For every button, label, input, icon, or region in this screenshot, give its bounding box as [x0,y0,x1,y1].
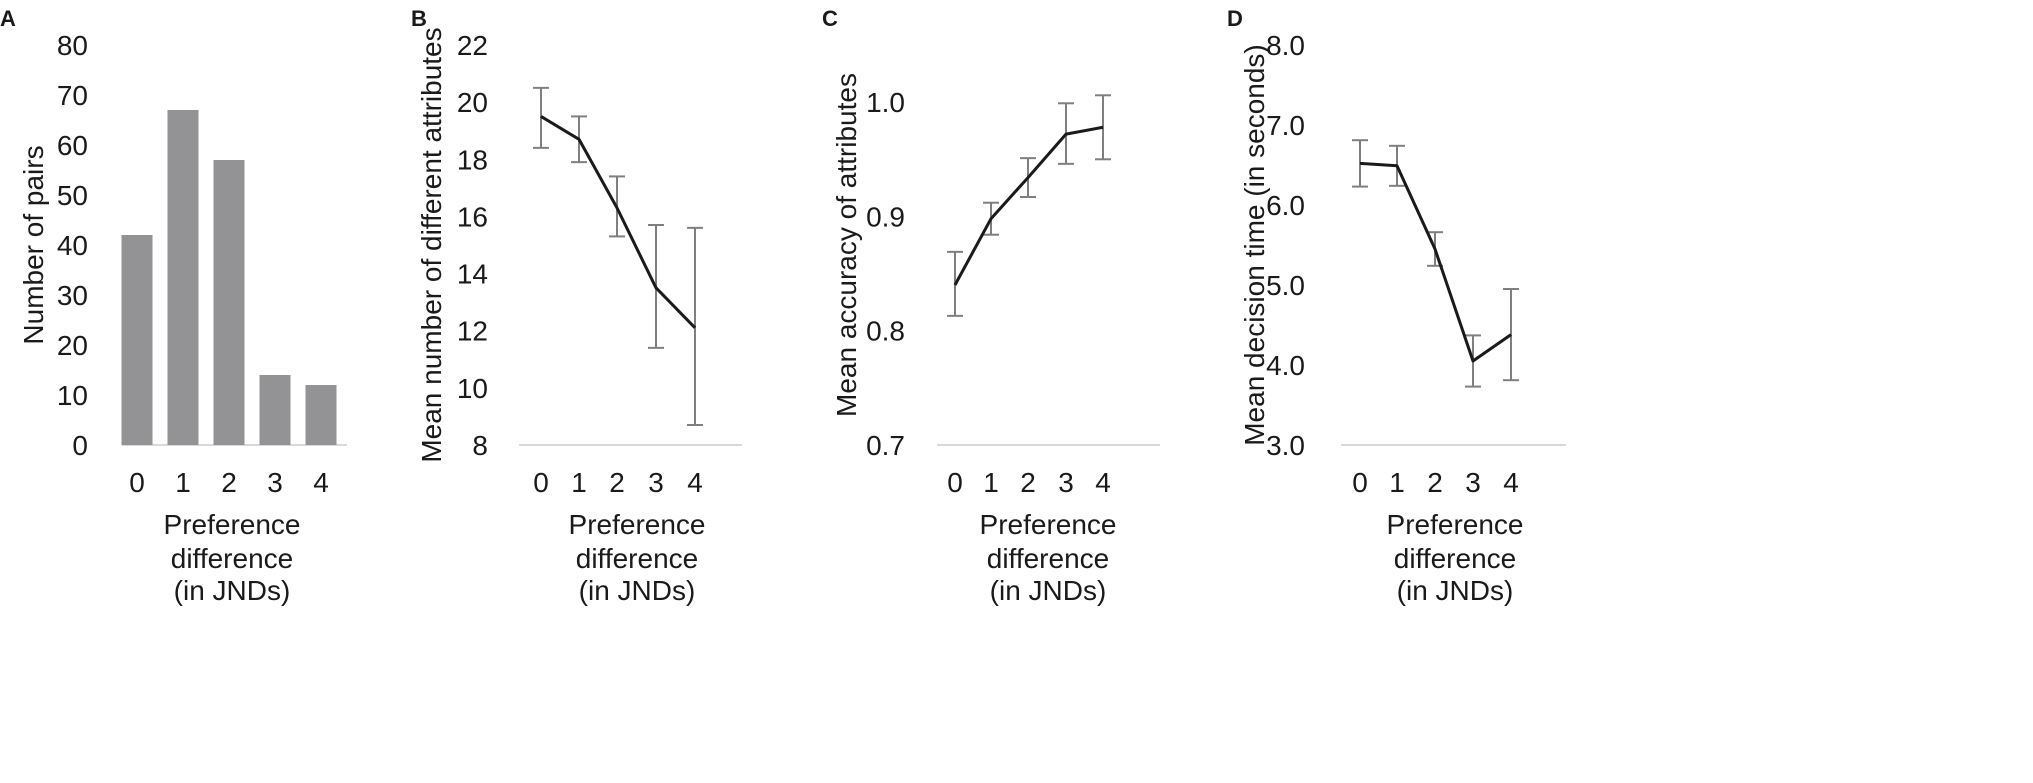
x-tick-label: 2 [221,467,237,498]
panel-c: C 0.7 0.8 0.9 1.0 0 1 2 3 4 Mean accuracy of attri… [822,6,1160,606]
y-tick-label: 70 [57,80,88,111]
x-axis-label-line: (in JNDs) [174,575,291,606]
y-axis-label: Mean number of different attributes [416,27,447,462]
x-axis-label-line: difference [576,543,698,574]
y-axis-label: Mean accuracy of attributes [831,73,862,417]
y-tick-label: 4.0 [1266,350,1305,381]
y-tick-label: 14 [457,259,488,290]
y-tick-label: 7.0 [1266,110,1305,141]
y-tick-label: 60 [57,130,88,161]
bar [213,160,245,445]
y-tick-label: 5.0 [1266,270,1305,301]
y-tick-label: 3.0 [1266,430,1305,461]
x-tick-label: 2 [1427,467,1443,498]
x-tick-label: 0 [533,467,549,498]
y-tick-label: 20 [457,87,488,118]
x-tick-label: 4 [1503,467,1519,498]
panel-label: B [411,6,427,31]
x-axis-label-line: Preference [1387,509,1524,540]
bar [259,375,291,445]
y-tick-label: 0.8 [866,316,905,347]
x-tick-label: 0 [1352,467,1368,498]
bar [167,110,199,445]
x-tick-label: 2 [1020,467,1036,498]
y-tick-label: 22 [457,30,488,61]
panel-label: D [1227,6,1243,31]
y-tick-label: 8.0 [1266,30,1305,61]
x-tick-label: 1 [983,467,999,498]
y-tick-label: 1.0 [866,87,905,118]
x-tick-label: 4 [313,467,329,498]
x-axis-label-line: (in JNDs) [579,575,696,606]
y-tick-label: 10 [57,380,88,411]
y-tick-label: 0.7 [866,430,905,461]
x-axis-label-line: (in JNDs) [990,575,1107,606]
panel-label: A [0,6,16,31]
y-tick-label: 30 [57,280,88,311]
x-axis-label-line: difference [171,543,293,574]
y-tick-label: 80 [57,30,88,61]
y-tick-label: 16 [457,201,488,232]
series-line [1359,161,1512,363]
y-axis-label: Number of pairs [18,145,49,344]
y-tick-label: 0 [72,430,88,461]
x-tick-label: 0 [947,467,963,498]
x-axis-label-line: difference [1394,543,1516,574]
bar [121,235,153,445]
series-line [540,115,697,329]
x-tick-label: 3 [267,467,283,498]
y-tick-label: 8 [472,430,488,461]
series-line [953,125,1104,286]
y-tick-label: 0.9 [866,201,905,232]
x-tick-label: 1 [571,467,587,498]
x-tick-label: 1 [175,467,191,498]
x-tick-label: 3 [1465,467,1481,498]
panel-label: C [822,6,838,31]
x-tick-label: 4 [687,467,703,498]
y-axis-label: Mean decision time (in seconds) [1239,44,1270,446]
bar [305,385,337,445]
x-axis-label-line: Preference [569,509,706,540]
x-axis-label-line: Preference [164,509,301,540]
y-tick-label: 18 [457,144,488,175]
panel-d: D 3.0 4.0 5.0 6.0 7.0 8.0 0 1 2 3 4 Mean decision ti… [1227,6,1566,606]
x-tick-label: 3 [1058,467,1074,498]
y-tick-label: 12 [457,316,488,347]
x-axis-label-line: difference [987,543,1109,574]
y-tick-label: 20 [57,330,88,361]
x-tick-label: 3 [648,467,664,498]
y-tick-label: 10 [457,373,488,404]
x-tick-label: 4 [1095,467,1111,498]
y-tick-label: 50 [57,180,88,211]
y-tick-label: 40 [57,230,88,261]
x-axis-label-line: (in JNDs) [1397,575,1514,606]
x-tick-label: 1 [1389,467,1405,498]
x-tick-label: 0 [129,467,145,498]
x-axis-label-line: Preference [980,509,1117,540]
y-tick-label: 6.0 [1266,190,1305,221]
x-tick-label: 2 [609,467,625,498]
